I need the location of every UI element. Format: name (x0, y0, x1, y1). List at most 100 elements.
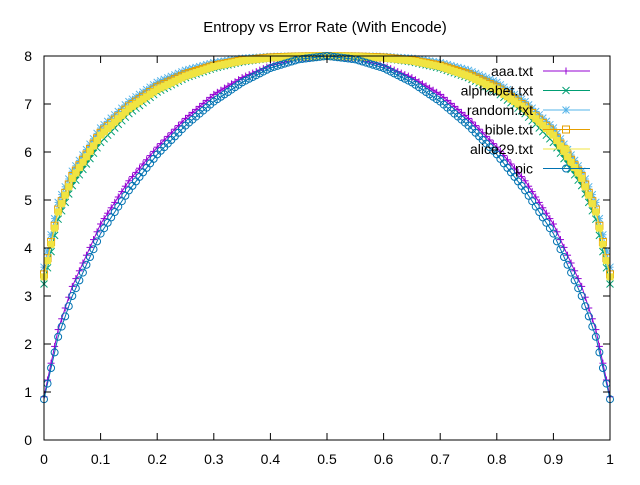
y-tick-label: 7 (24, 96, 32, 112)
data-point (146, 90, 154, 98)
legend: aaa.txt alphabet.txt random.txt bible.txt al… (461, 63, 590, 177)
data-point (249, 56, 257, 64)
chart-title: Entropy vs Error Rate (With Encode) (203, 19, 446, 36)
data-point (143, 93, 151, 101)
data-point (93, 237, 102, 246)
data-point (50, 348, 59, 357)
data-point (167, 79, 175, 87)
data-point (602, 257, 610, 265)
data-point (93, 137, 101, 145)
data-point (408, 57, 416, 65)
data-point (376, 54, 384, 62)
data-point (178, 74, 186, 82)
data-point (588, 322, 597, 331)
data-point (394, 55, 402, 63)
data-point (531, 202, 540, 211)
data-point (220, 60, 228, 68)
data-point (549, 229, 558, 238)
data-point (397, 56, 405, 64)
legend-item: bible.txt (485, 122, 590, 138)
y-tick-label: 0 (24, 432, 32, 448)
data-point (132, 168, 140, 176)
x-tick-label: 0 (40, 451, 48, 467)
data-point (61, 191, 69, 199)
data-point (500, 90, 508, 98)
data-point (447, 66, 455, 74)
data-point (125, 105, 133, 113)
data-point (213, 88, 221, 96)
data-point (588, 200, 596, 208)
legend-marker (562, 145, 570, 153)
data-point (426, 60, 434, 68)
data-point (528, 197, 537, 206)
data-point (78, 268, 87, 277)
data-point (96, 229, 105, 238)
data-point (443, 65, 451, 73)
data-point (518, 102, 526, 110)
data-point (68, 174, 76, 182)
data-point (570, 276, 579, 285)
data-point (354, 56, 363, 65)
data-point (507, 95, 515, 103)
data-point (567, 268, 576, 277)
data-point (563, 260, 572, 269)
data-point (47, 364, 56, 372)
data-point (560, 253, 569, 261)
data-point (514, 100, 522, 108)
data-point (114, 115, 122, 123)
tick-layer: 0 0.1 0.2 0.3 0.4 0.5 0.6 0.7 0.8 0.9 1 0 1 2 3 4 5 6 7 8 (24, 48, 614, 467)
legend-label: bible.txt (485, 122, 533, 138)
data-point (224, 60, 232, 68)
data-point (591, 332, 600, 341)
data-point (577, 292, 586, 300)
data-point (556, 245, 565, 254)
data-point (71, 284, 80, 293)
data-point (433, 62, 441, 70)
data-point (210, 90, 218, 98)
data-point (100, 128, 108, 136)
data-point (160, 82, 168, 90)
y-tick-label: 3 (24, 288, 32, 304)
data-point (581, 183, 589, 191)
data-point (79, 158, 87, 166)
y-tick-label: 5 (24, 192, 32, 208)
data-point (57, 322, 66, 331)
data-point (277, 60, 286, 69)
data-point (598, 364, 607, 372)
data-point (599, 359, 607, 367)
data-point (206, 64, 214, 72)
legend-label: aaa.txt (491, 63, 533, 79)
legend-label: alice29.txt (470, 141, 533, 157)
legend-label: alphabet.txt (461, 83, 533, 99)
data-point (595, 348, 604, 357)
x-tick-label: 0.4 (261, 451, 281, 467)
data-point (270, 54, 278, 62)
data-point (574, 169, 582, 177)
series-pic (40, 52, 614, 404)
data-point (107, 213, 116, 222)
data-point (362, 53, 370, 61)
data-point (269, 62, 278, 71)
data-point (419, 59, 427, 67)
data-point (571, 164, 579, 172)
data-point (263, 54, 271, 62)
data-point (100, 224, 109, 233)
data-point (64, 302, 73, 311)
data-point (404, 56, 412, 64)
data-point (468, 74, 476, 82)
data-point (358, 57, 367, 66)
y-tick-label: 2 (24, 336, 32, 352)
data-point (524, 191, 533, 200)
data-point (599, 240, 607, 248)
data-point (553, 137, 561, 145)
data-point (85, 253, 94, 261)
data-point (82, 153, 90, 161)
x-tick-label: 0.6 (374, 451, 394, 467)
data-point (139, 95, 147, 103)
data-point (235, 58, 243, 66)
data-point (75, 164, 83, 172)
data-point (189, 70, 197, 78)
data-point (54, 208, 62, 216)
data-point (542, 125, 550, 133)
data-point (227, 59, 235, 67)
